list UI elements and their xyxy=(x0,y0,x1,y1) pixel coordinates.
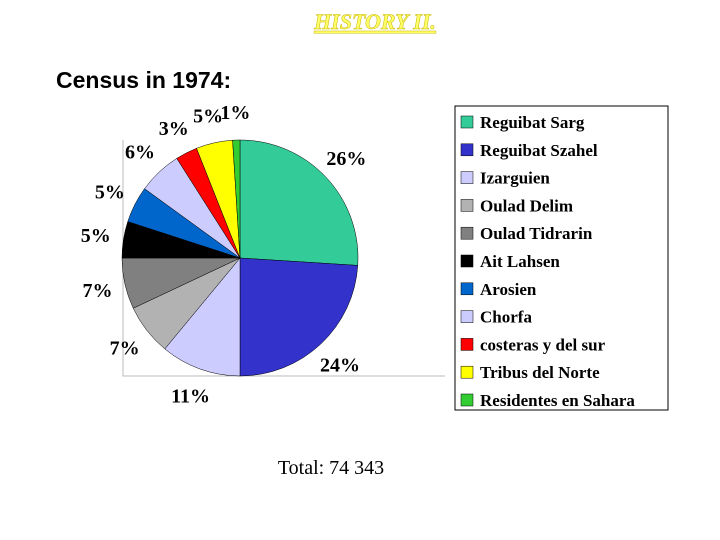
legend-swatch xyxy=(460,365,474,379)
legend-swatch xyxy=(460,338,474,351)
legend-label: Oulad Tidrarin xyxy=(480,224,593,243)
slice-label: 24% xyxy=(320,354,360,376)
plot-frame xyxy=(122,140,445,377)
legend-label: costeras y del sur xyxy=(480,335,606,354)
legend-label: Residentes en Sahara xyxy=(480,391,635,410)
legend-swatch xyxy=(460,282,474,296)
legend-label: Oulad Delim xyxy=(480,196,573,215)
slice-label: 1% xyxy=(220,102,250,124)
slide-title: HISTORY II. xyxy=(313,9,436,34)
slice-label: 11% xyxy=(171,385,210,407)
legend-swatch xyxy=(460,393,474,407)
legend-swatch xyxy=(460,310,474,323)
legend-label: Arosien xyxy=(480,280,537,299)
legend-swatch xyxy=(460,171,474,184)
legend-swatch xyxy=(460,254,474,268)
slice-label: 6% xyxy=(125,142,155,164)
slice-label: 5% xyxy=(193,106,223,128)
pie-slice xyxy=(164,257,241,377)
slice-label: 7% xyxy=(83,280,113,302)
legend-swatch xyxy=(460,143,474,157)
legend-label: Izarguien xyxy=(480,169,550,188)
legend-label: Tribus del Norte xyxy=(480,363,600,382)
legend-label: Reguibat Szahel xyxy=(480,141,598,160)
slice-label: 3% xyxy=(159,118,189,140)
legend-box xyxy=(454,105,669,411)
slice-label: 7% xyxy=(110,337,140,359)
pie: 26%24%11%7%7%5%5%6%3%5%1% xyxy=(81,102,367,407)
legend-swatch xyxy=(460,199,474,212)
slice-label: 26% xyxy=(326,148,366,170)
legend-label: Chorfa xyxy=(480,308,532,327)
slice-label: 5% xyxy=(95,182,125,204)
legend-swatch xyxy=(460,115,474,129)
pie-slice xyxy=(232,139,241,259)
legend-label: Ait Lahsen xyxy=(480,252,560,271)
legend: Reguibat Sarg Reguibat Szahel Izarguien Oul… xyxy=(460,113,635,410)
slice-label: 5% xyxy=(81,225,111,247)
chart-title: Census in 1974: xyxy=(56,67,231,93)
legend-swatch xyxy=(460,226,474,240)
pie-slice xyxy=(239,257,359,377)
pie-slice xyxy=(239,139,359,266)
legend-label: Reguibat Sarg xyxy=(480,113,585,132)
total-annotation: Total: 74 343 xyxy=(278,457,384,479)
